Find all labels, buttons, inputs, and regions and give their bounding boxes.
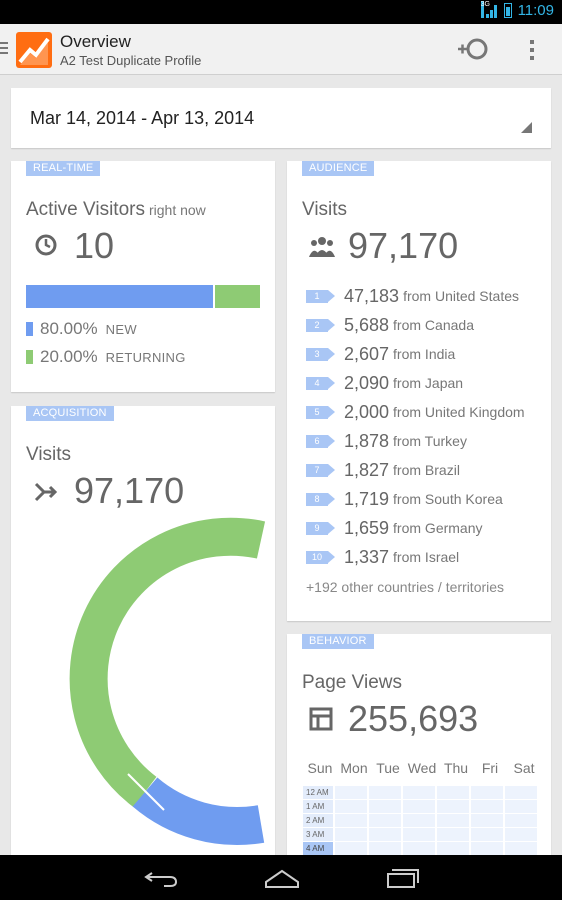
country-row[interactable]: 2 5,688 from Canada (306, 314, 474, 336)
date-range-picker[interactable]: Mar 14, 2014 - Apr 13, 2014 (11, 88, 551, 148)
table-icon (309, 707, 333, 736)
behavior-value: 255,693 (348, 698, 479, 739)
returning-visitors-fill (215, 285, 260, 308)
battery-icon (503, 3, 512, 18)
navigation-bar (0, 855, 562, 900)
behavior-card[interactable]: BEHAVIOR Page Views 255,693 Sun Mon Tue Wed… (287, 634, 551, 874)
country-row[interactable]: 10 1,337 from Israel (306, 546, 459, 568)
back-icon[interactable] (142, 865, 182, 889)
segment-add-icon[interactable] (456, 36, 490, 64)
weekday-header: Sun Mon Tue Wed Thu Fri Sat (307, 760, 535, 776)
audience-tag: AUDIENCE (302, 161, 375, 176)
legend-new: 80.00% NEW (26, 319, 137, 339)
dropdown-corner-icon (521, 122, 532, 133)
drawer-indicator-icon[interactable] (0, 42, 8, 57)
realtime-card[interactable]: REAL-TIME Active Visitors right now 10 80… (11, 161, 275, 392)
behavior-title: Page Views (302, 672, 402, 693)
country-row[interactable]: 6 1,878 from Turkey (306, 430, 467, 452)
signal-icon: 3G (480, 0, 498, 19)
overflow-menu-icon[interactable] (526, 38, 538, 62)
audience-title: Visits (302, 199, 348, 220)
profile-name: A2 Test Duplicate Profile (60, 53, 202, 68)
analytics-logo-icon[interactable] (16, 32, 52, 68)
donut-segment-blue (132, 777, 265, 845)
country-row[interactable]: 8 1,719 from South Korea (306, 488, 503, 510)
audience-card[interactable]: AUDIENCE Visits 97,170 1 47,183 from Unite… (287, 161, 551, 621)
behavior-tag: BEHAVIOR (302, 634, 374, 649)
clock-icon (34, 233, 58, 262)
acquisition-title: Visits (26, 444, 72, 465)
country-row[interactable]: 9 1,659 from Germany (306, 517, 483, 539)
people-icon (309, 235, 335, 264)
acquisition-value: 97,170 (74, 470, 185, 511)
page-title: Overview (60, 32, 131, 51)
other-countries-link[interactable]: +192 other countries / territories (306, 579, 505, 595)
acquisition-tag: ACQUISITION (26, 406, 114, 421)
realtime-tag: REAL-TIME (26, 161, 101, 176)
active-visitors-title: Active Visitors right now (26, 199, 206, 220)
country-row[interactable]: 4 2,090 from Japan (306, 372, 463, 394)
status-bar: 3G 11:09 (0, 0, 562, 24)
legend-returning: 20.00% RETURNING (26, 347, 186, 367)
date-range-label: Mar 14, 2014 - Apr 13, 2014 (30, 108, 255, 128)
action-bar: Overview A2 Test Duplicate Profile (0, 24, 562, 75)
hourly-heatmap: 12 AM 1 AM 2 AM 3 AM 4 AM (303, 786, 539, 856)
merge-arrows-icon (34, 480, 58, 509)
country-row[interactable]: 3 2,607 from India (306, 343, 455, 365)
acquisition-donut (69, 517, 266, 845)
donut-segment-green (69, 517, 266, 808)
clock-time: 11:09 (517, 2, 554, 19)
recents-icon[interactable] (382, 865, 422, 889)
audience-value: 97,170 (348, 225, 459, 266)
acquisition-card[interactable]: ACQUISITION Visits 97,170 (11, 406, 275, 866)
new-vs-returning-bar (26, 285, 260, 308)
country-row[interactable]: 5 2,000 from United Kingdom (306, 401, 525, 423)
new-visitors-fill (26, 285, 214, 308)
country-row[interactable]: 7 1,827 from Brazil (306, 459, 460, 481)
active-visitors-value: 10 (74, 225, 115, 266)
country-row[interactable]: 1 47,183 from United States (306, 285, 519, 307)
home-icon[interactable] (262, 865, 302, 889)
